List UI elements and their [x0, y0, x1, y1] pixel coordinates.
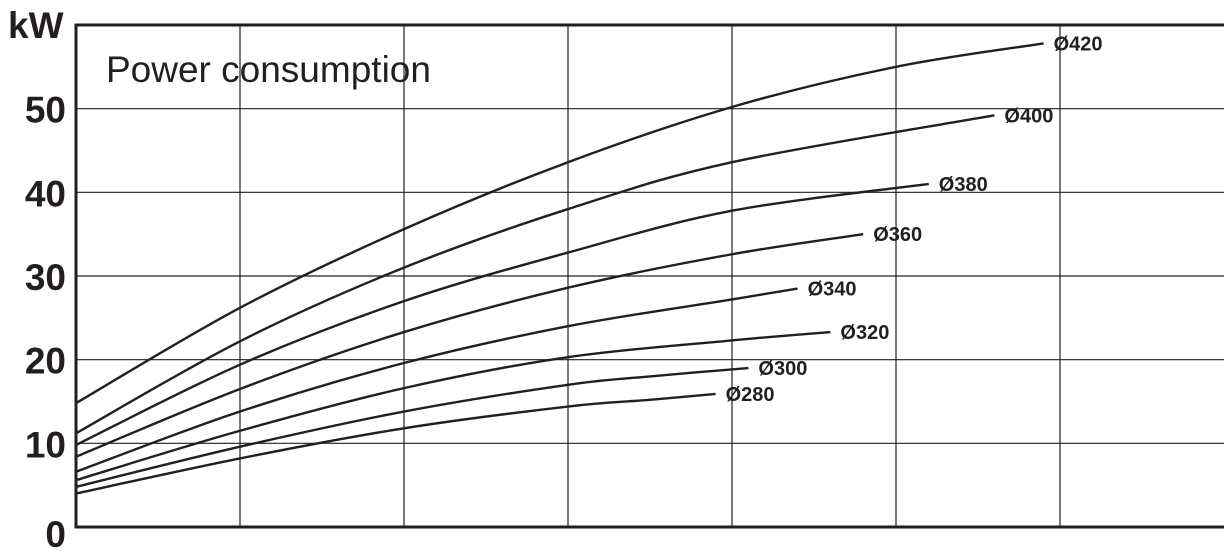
grid	[76, 25, 1224, 527]
series-label: Ø420	[1054, 33, 1103, 55]
series-label: Ø280	[726, 384, 775, 406]
series-line	[75, 287, 798, 473]
y-tick-label: 40	[25, 173, 66, 214]
axes	[74, 23, 1224, 529]
curves	[75, 42, 1044, 495]
y-tick-label: 50	[25, 90, 66, 131]
series-line	[75, 392, 716, 495]
series-label: Ø380	[939, 174, 988, 196]
y-tick-label: 20	[25, 341, 66, 382]
labels: Power consumption kW Ø280 Ø300 Ø320 Ø340 Ø36…	[8, 5, 1103, 551]
y-tick-label: 30	[25, 257, 66, 298]
chart-title: Power consumption	[106, 49, 431, 90]
series-line	[75, 114, 995, 435]
series-line	[75, 366, 749, 489]
series-line	[75, 232, 864, 458]
y-tick-label: 0	[45, 514, 66, 551]
series-label: Ø300	[758, 358, 807, 380]
series-line	[75, 42, 1044, 405]
series-label: Ø320	[840, 322, 889, 344]
series-line	[75, 182, 929, 447]
series-label: Ø360	[873, 224, 922, 246]
y-axis-label: kW	[8, 5, 64, 46]
series-label: Ø400	[1004, 105, 1053, 127]
y-tick-label: 10	[25, 424, 66, 465]
series-label: Ø340	[808, 279, 857, 301]
series-line	[75, 330, 831, 482]
